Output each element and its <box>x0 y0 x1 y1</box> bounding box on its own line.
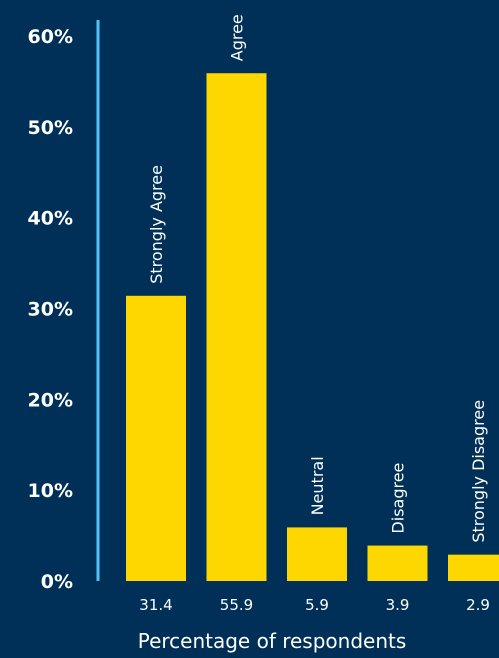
bar-value-label: 3.9 <box>386 596 410 614</box>
bar-value-labels: 31.4 55.9 5.9 3.9 2.9 <box>139 596 490 614</box>
y-tick-label: 60% <box>28 26 73 48</box>
y-axis-ticks: 0% 10% 20% 30% 40% 50% 60% <box>28 26 73 593</box>
bar-category-label: Strongly Disagree <box>469 400 488 543</box>
bar-value-label: 55.9 <box>220 596 253 614</box>
y-tick-label: 10% <box>28 480 73 502</box>
bar <box>287 527 347 581</box>
bars <box>126 73 499 581</box>
bar <box>367 545 428 581</box>
bar <box>448 554 499 581</box>
bar-category-label: Disagree <box>389 463 408 534</box>
bar <box>206 73 267 581</box>
y-tick-label: 20% <box>28 389 73 411</box>
y-tick-label: 40% <box>28 208 73 230</box>
bar-category-labels: Strongly Agree Agree Neutral Disagree Strong… <box>147 14 488 542</box>
bar-value-label: 5.9 <box>305 596 329 614</box>
bar-category-label: Agree <box>228 14 247 61</box>
y-tick-label: 50% <box>28 117 73 139</box>
bar-value-label: 31.4 <box>139 596 172 614</box>
y-tick-label: 0% <box>41 571 73 593</box>
y-tick-label: 30% <box>28 299 73 321</box>
bar-category-label: Strongly Agree <box>147 165 166 284</box>
bar-value-label: 2.9 <box>466 596 490 614</box>
x-axis-title: Percentage of respondents <box>138 629 407 653</box>
bar-category-label: Neutral <box>308 456 327 515</box>
bar <box>126 295 186 581</box>
